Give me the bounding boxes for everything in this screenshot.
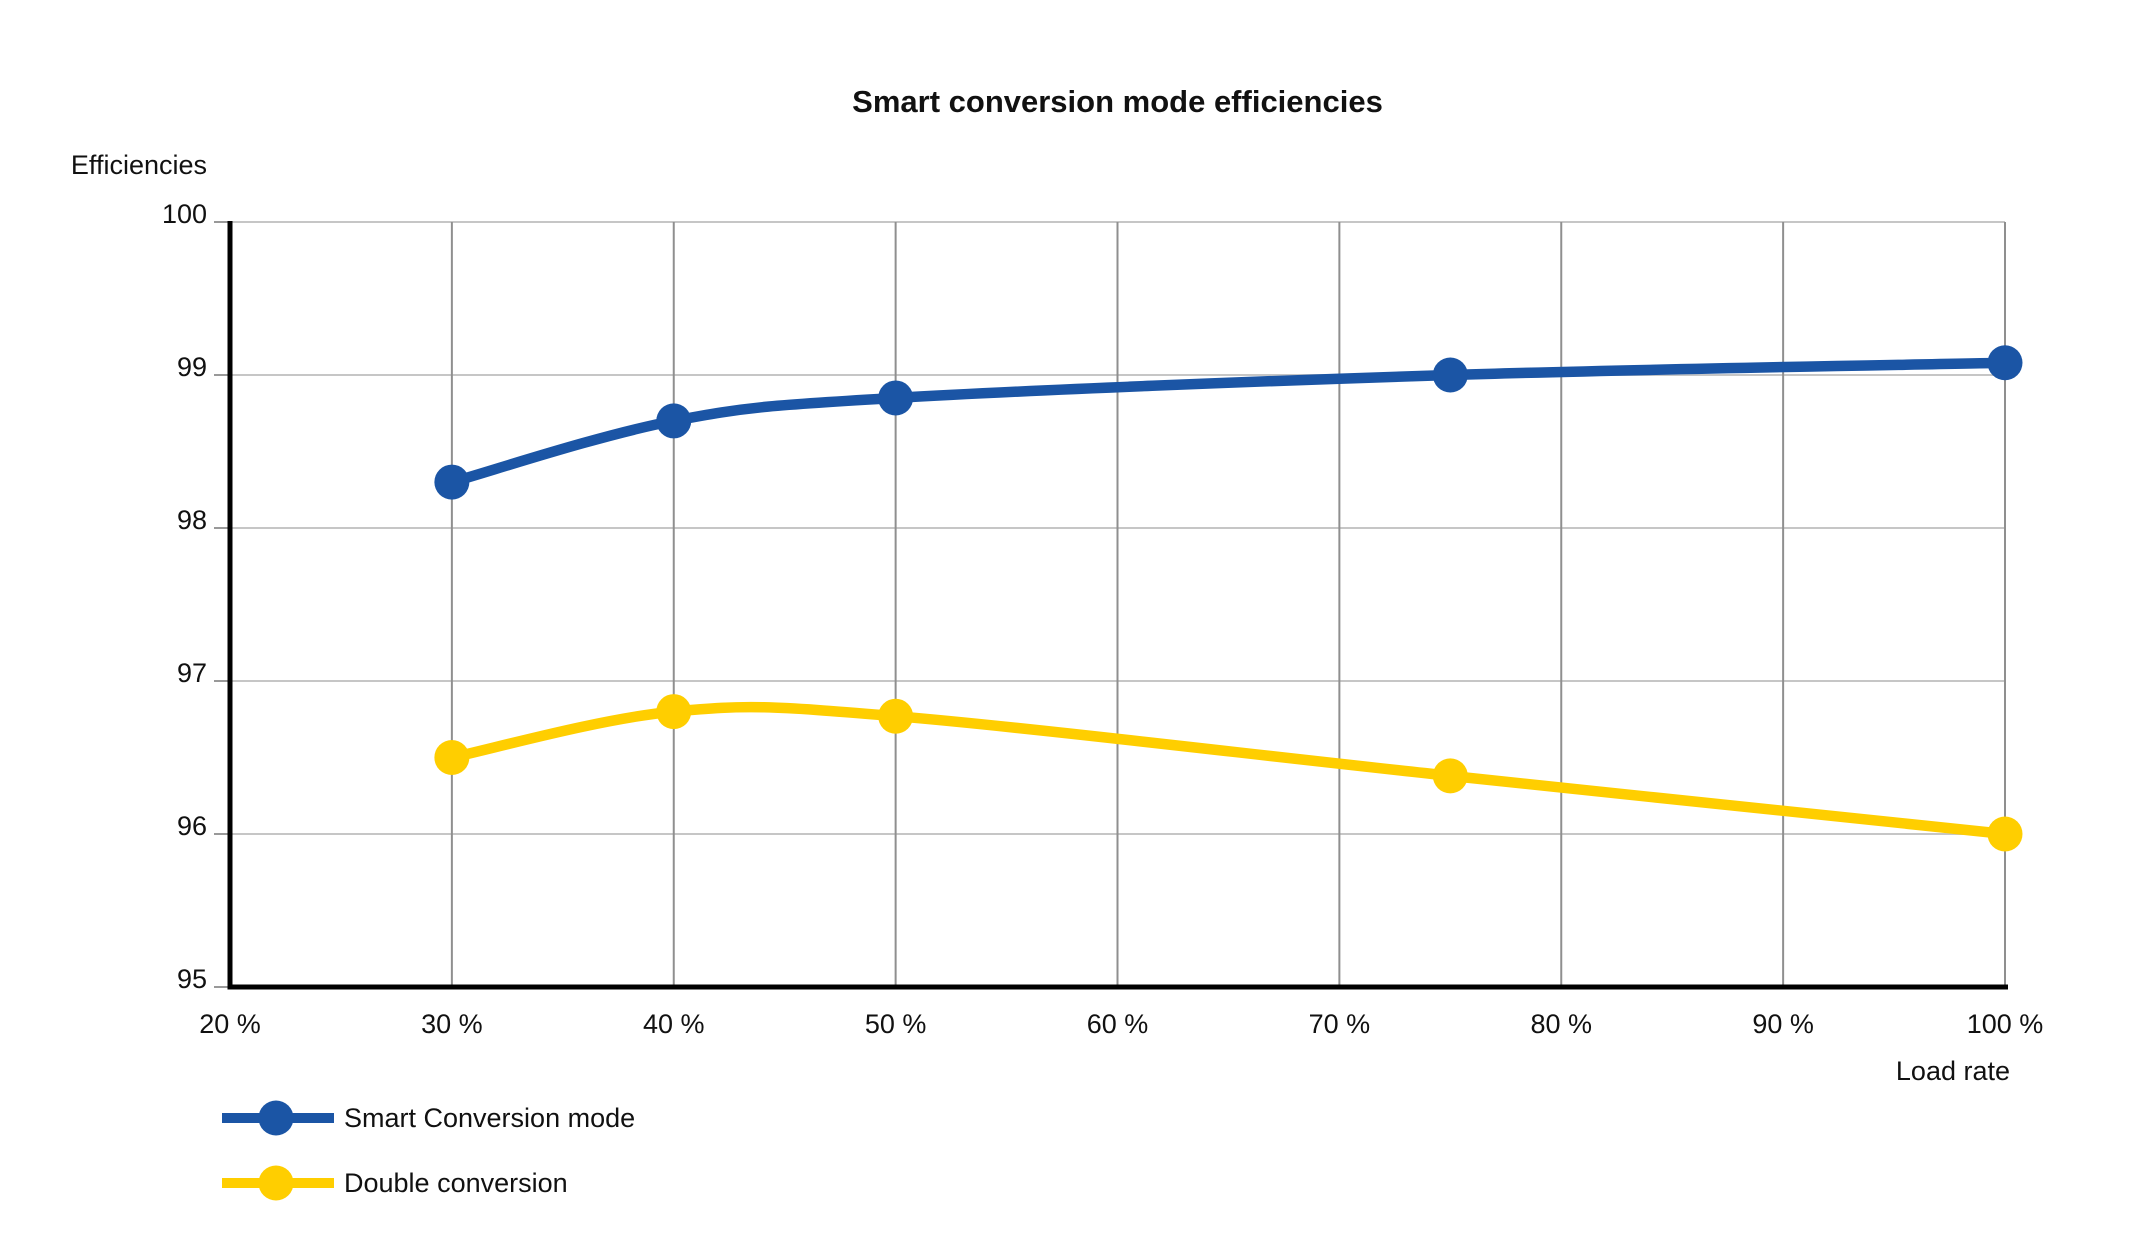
legend: Smart Conversion mode Double conversion — [222, 1096, 635, 1226]
x-tick-label: 70 % — [1308, 1009, 1371, 1039]
y-tick-label: 97 — [176, 658, 207, 688]
y-tick-label: 100 — [161, 199, 207, 229]
y-tick-label: 96 — [176, 811, 207, 841]
x-tick-label: 60 % — [1086, 1009, 1149, 1039]
legend-item-double-conversion: Double conversion — [222, 1161, 635, 1205]
legend-line-marker-icon — [222, 1165, 334, 1201]
x-axis-title: Load rate — [1895, 1056, 2010, 1086]
x-tick-label: 90 % — [1752, 1009, 1814, 1039]
chart-title: Smart conversion mode efficiencies — [852, 84, 1383, 119]
legend-label-smart-conversion-mode: Smart Conversion mode — [344, 1102, 636, 1133]
legend-item-smart-conversion-mode: Smart Conversion mode — [222, 1096, 635, 1140]
x-tick-label: 40 % — [642, 1009, 705, 1039]
legend-line-marker-icon — [222, 1100, 334, 1136]
x-tick-label: 50 % — [864, 1009, 927, 1039]
y-tick-label: 99 — [176, 352, 207, 382]
y-tick-label: 95 — [176, 964, 207, 994]
plot-svg — [214, 221, 2023, 990]
legend-label-double-conversion: Double conversion — [344, 1167, 568, 1198]
x-tick-label: 80 % — [1530, 1009, 1593, 1039]
x-tick-label: 30 % — [421, 1009, 483, 1039]
x-tick-label: 20 % — [199, 1009, 261, 1039]
y-tick-label: 98 — [176, 505, 207, 535]
x-tick-label: 100 % — [1966, 1009, 2044, 1039]
y-axis-title: Efficiencies — [70, 150, 207, 180]
